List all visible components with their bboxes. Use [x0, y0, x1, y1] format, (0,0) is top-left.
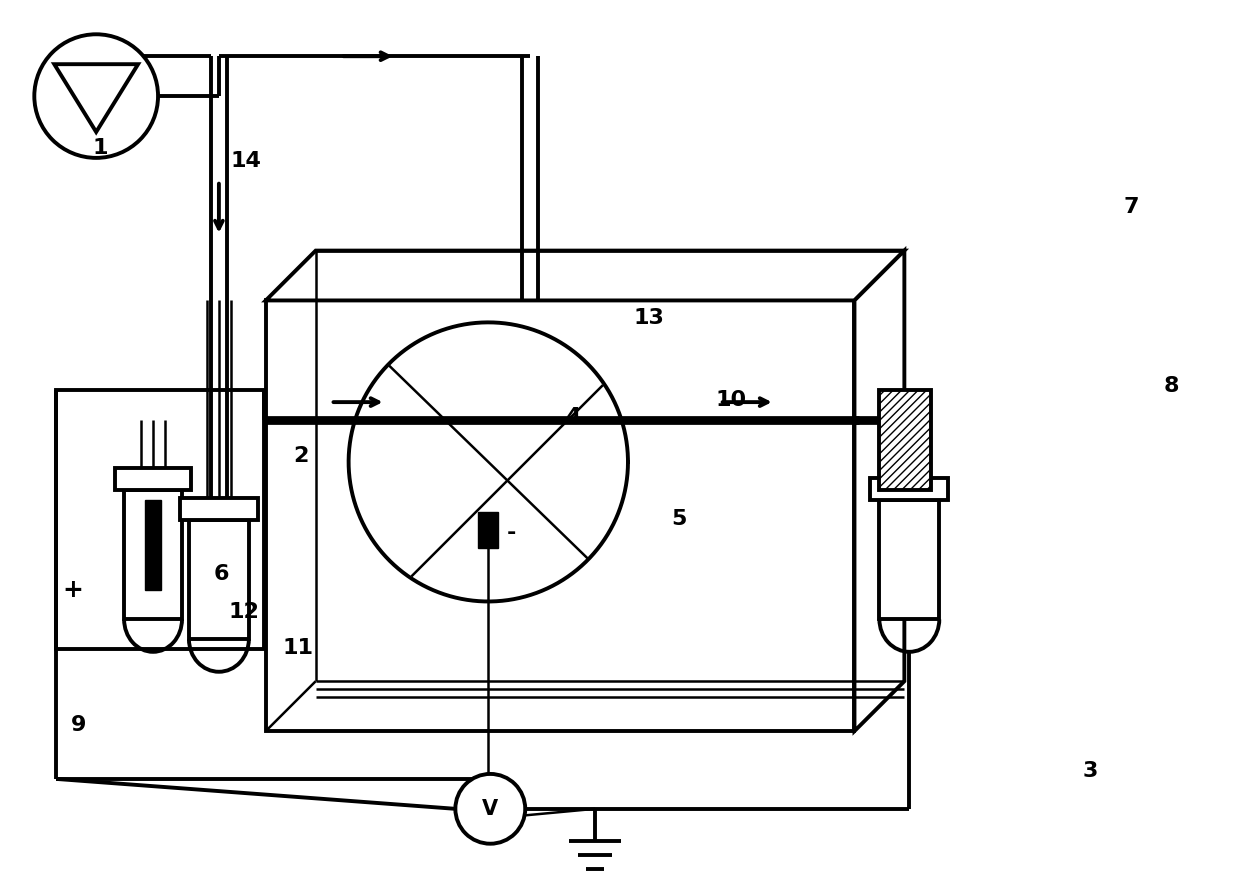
Bar [188, 520, 249, 639]
Polygon shape [265, 251, 904, 301]
Bar [879, 500, 939, 619]
Text: 12: 12 [228, 602, 259, 622]
Text: 5: 5 [672, 509, 687, 529]
Text: 1: 1 [93, 139, 108, 158]
Text: 2: 2 [293, 446, 309, 466]
Bar [870, 478, 949, 500]
Text: 6: 6 [213, 564, 229, 584]
Bar [124, 490, 182, 619]
Text: 9: 9 [71, 716, 86, 735]
Text: 11: 11 [283, 638, 314, 659]
Text: V: V [482, 799, 498, 819]
Text: 7: 7 [1123, 196, 1138, 217]
Bar [265, 301, 854, 731]
Text: -: - [506, 523, 516, 543]
Bar [479, 512, 498, 547]
Text: 8: 8 [1164, 376, 1179, 396]
Bar [56, 390, 264, 649]
Bar [145, 500, 161, 589]
Text: 4: 4 [565, 407, 580, 426]
Text: 14: 14 [231, 152, 262, 171]
Bar [180, 498, 258, 520]
Circle shape [35, 34, 157, 158]
Polygon shape [854, 251, 904, 731]
Text: 3: 3 [1083, 760, 1097, 781]
Circle shape [455, 774, 526, 844]
Text: +: + [63, 578, 83, 602]
Bar [879, 390, 931, 490]
Text: 13: 13 [632, 308, 663, 328]
Bar [115, 468, 191, 490]
Text: 10: 10 [715, 390, 746, 410]
Polygon shape [55, 64, 138, 132]
